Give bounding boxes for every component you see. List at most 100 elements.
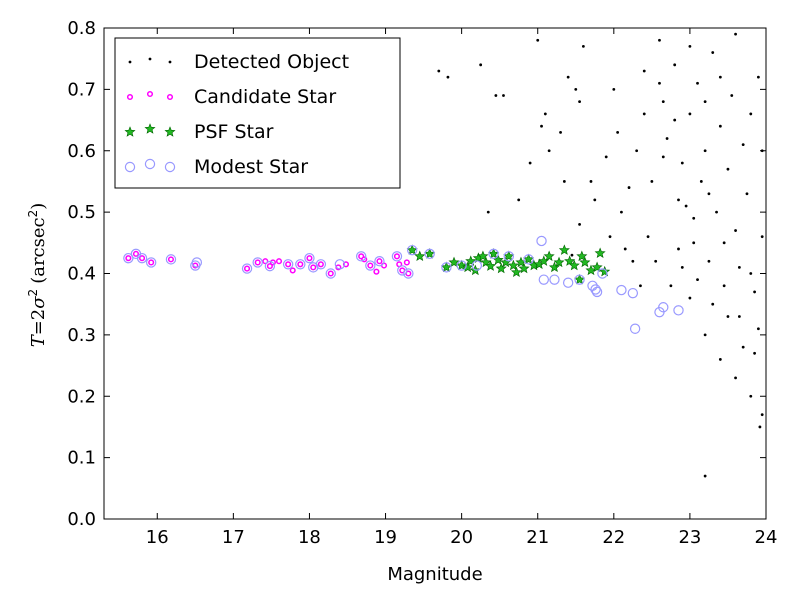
detected-object-point bbox=[581, 45, 585, 48]
detected-object-point bbox=[726, 315, 730, 318]
modest-star-point bbox=[616, 284, 627, 296]
detected-object-point bbox=[749, 394, 753, 398]
detected-object-point bbox=[756, 327, 760, 331]
candidate-star-point bbox=[275, 258, 283, 265]
x-tick-label: 16 bbox=[146, 527, 169, 548]
psf-star-point bbox=[495, 262, 507, 274]
modest-star-point bbox=[403, 268, 414, 279]
detected-object-point bbox=[741, 143, 745, 147]
modest-star-point bbox=[334, 259, 346, 270]
psf-star-point bbox=[594, 247, 606, 258]
modest-star-point bbox=[123, 252, 134, 264]
x-tick-label: 22 bbox=[602, 527, 625, 548]
y-tick-label: 0.8 bbox=[67, 18, 96, 39]
x-tick-label: 18 bbox=[298, 527, 321, 548]
detected-object-point bbox=[608, 235, 612, 239]
detected-object-point bbox=[692, 241, 696, 245]
modest-star-point bbox=[658, 302, 669, 313]
psf-star-point bbox=[548, 261, 560, 273]
detected-object-point bbox=[718, 124, 722, 128]
detected-object-point bbox=[631, 259, 635, 263]
series-open-circle bbox=[123, 235, 684, 334]
detected-object-point bbox=[715, 210, 718, 214]
candidate-star-point bbox=[148, 259, 155, 266]
legend-marker-psf-star-point bbox=[144, 123, 156, 134]
detected-object-point bbox=[517, 198, 521, 202]
detected-object-point bbox=[688, 45, 692, 48]
psf-star-point bbox=[576, 250, 588, 262]
detected-object-point bbox=[756, 75, 760, 79]
legend-label-psf: PSF Star bbox=[194, 121, 274, 143]
modest-star-point bbox=[549, 274, 560, 285]
modest-star-point bbox=[295, 259, 306, 270]
modest-star-point bbox=[304, 252, 315, 264]
detected-object-point bbox=[726, 167, 730, 171]
detected-object-point bbox=[589, 180, 593, 183]
candidate-star-point bbox=[266, 263, 273, 270]
detected-object-point bbox=[486, 210, 490, 214]
detected-object-point bbox=[680, 161, 684, 165]
detected-object-point bbox=[566, 75, 570, 79]
detected-object-point bbox=[737, 265, 741, 269]
candidate-star-point bbox=[317, 261, 324, 268]
detected-object-point bbox=[604, 155, 608, 159]
candidate-star-point bbox=[125, 255, 132, 262]
detected-object-point bbox=[446, 75, 450, 79]
psf-star-point bbox=[543, 250, 555, 262]
detected-object-point bbox=[494, 94, 498, 97]
detected-object-point bbox=[654, 259, 658, 263]
detected-object-point bbox=[502, 94, 505, 97]
psf-star-point bbox=[510, 266, 522, 277]
detected-object-point bbox=[543, 112, 547, 116]
detected-object-point bbox=[753, 290, 756, 294]
detected-object-point bbox=[677, 247, 680, 251]
candidate-star-point bbox=[393, 253, 401, 260]
psf-star-point bbox=[591, 261, 603, 273]
psf-star-point bbox=[503, 250, 515, 262]
modest-star-point bbox=[523, 254, 534, 265]
legend-marker-psf-star-point bbox=[164, 126, 176, 137]
detected-object-point bbox=[722, 241, 726, 245]
y-tick-label: 0.7 bbox=[67, 79, 96, 100]
modest-star-point bbox=[471, 260, 483, 271]
detected-object-point bbox=[437, 69, 441, 73]
detected-object-point bbox=[547, 149, 551, 153]
y-axis-title-var: T bbox=[28, 333, 49, 347]
candidate-star-point bbox=[380, 262, 388, 269]
detected-object-point bbox=[528, 161, 532, 165]
modest-star-point bbox=[264, 260, 276, 272]
modest-star-point bbox=[365, 260, 376, 271]
psf-star-point bbox=[558, 244, 570, 255]
candidate-star-point bbox=[297, 261, 304, 268]
y-axis-title-unit-sup: 2 bbox=[26, 210, 40, 218]
detected-object-point bbox=[673, 118, 677, 122]
detected-object-point bbox=[749, 112, 753, 116]
psf-star-point bbox=[465, 255, 477, 266]
candidate-star-point bbox=[244, 265, 251, 272]
detected-object-point bbox=[696, 81, 699, 85]
detected-object-point bbox=[658, 38, 661, 42]
detected-object-point bbox=[758, 425, 762, 429]
detected-object-point bbox=[711, 302, 715, 306]
psf-star-point bbox=[448, 256, 460, 268]
detected-object-point bbox=[737, 315, 741, 318]
candidate-star-point bbox=[373, 268, 380, 275]
chart-marks bbox=[123, 32, 764, 478]
x-tick-label: 23 bbox=[678, 527, 701, 548]
candidate-star-point bbox=[138, 255, 146, 262]
legend-label-modest: Modest Star bbox=[194, 156, 308, 178]
modest-star-point bbox=[629, 323, 641, 334]
candidate-star-point bbox=[367, 262, 374, 269]
modest-star-point bbox=[538, 274, 550, 285]
detected-object-point bbox=[718, 75, 722, 79]
modest-star-point bbox=[355, 251, 367, 262]
detected-object-point bbox=[692, 216, 696, 220]
psf-star-point bbox=[414, 250, 426, 262]
y-tick-label: 0.4 bbox=[67, 264, 96, 285]
detected-object-point bbox=[559, 130, 562, 134]
x-axis-title: Magnitude bbox=[387, 564, 482, 585]
detected-object-point bbox=[593, 198, 597, 202]
detected-object-point bbox=[661, 155, 665, 159]
y-tick-label: 0.0 bbox=[67, 509, 96, 530]
